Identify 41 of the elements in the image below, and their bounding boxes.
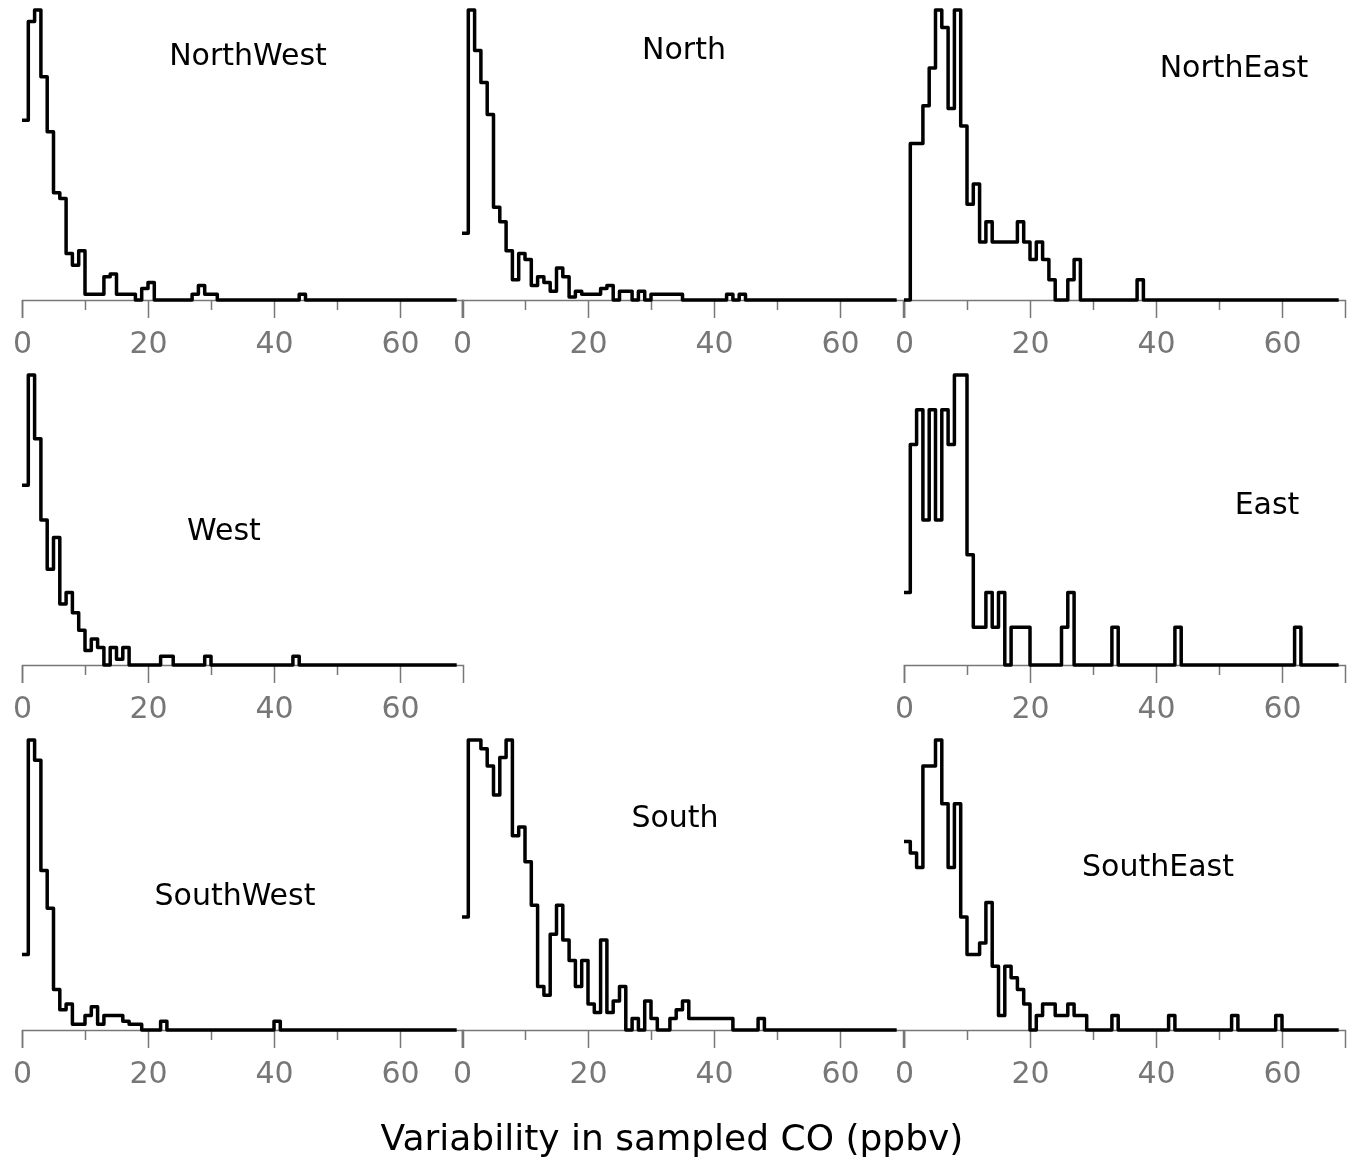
x-tick-label: 60 <box>381 690 420 726</box>
x-tick-label: 60 <box>821 325 860 361</box>
text: North <box>642 31 726 67</box>
x-axis-title: Variability in sampled CO (ppbv) <box>380 1117 964 1158</box>
text: East <box>1234 486 1300 522</box>
x-tick-label: 20 <box>129 690 168 726</box>
x-tick-label: 0 <box>452 1055 473 1091</box>
text: NorthWest <box>169 37 328 73</box>
x-tick-label: 60 <box>1263 325 1302 361</box>
x-tick-label: 60 <box>381 1055 420 1091</box>
x-tick-label: 0 <box>12 690 33 726</box>
x-tick-label: 40 <box>255 1055 294 1091</box>
x-tick-label: 0 <box>12 1055 33 1091</box>
text: West <box>187 512 262 548</box>
x-tick-label: 40 <box>255 690 294 726</box>
x-tick-label: 0 <box>12 325 33 361</box>
x-tick-label: 20 <box>129 1055 168 1091</box>
x-tick-label: 40 <box>1137 690 1176 726</box>
text: South <box>631 799 719 834</box>
x-tick-label: 40 <box>695 325 734 361</box>
text: SouthEast <box>1082 848 1235 884</box>
x-tick-label: 60 <box>1263 690 1302 726</box>
x-tick-label: 20 <box>129 325 168 361</box>
text: NorthEast <box>1159 48 1309 84</box>
x-tick-label: 40 <box>1137 1055 1176 1091</box>
x-tick-label: 40 <box>695 1055 734 1091</box>
x-tick-label: 20 <box>1011 690 1050 726</box>
x-tick-label: 60 <box>381 325 420 361</box>
x-tick-label: 60 <box>1263 1055 1302 1091</box>
x-tick-label: 60 <box>821 1055 860 1091</box>
x-tick-label: 40 <box>1137 325 1176 361</box>
text: SouthWest <box>154 877 316 913</box>
x-tick-label: 20 <box>569 325 608 361</box>
x-tick-label: 0 <box>452 325 473 361</box>
x-tick-label: 40 <box>255 325 294 361</box>
x-tick-label: 0 <box>894 690 915 726</box>
x-tick-label: 0 <box>894 325 915 361</box>
x-tick-label: 20 <box>569 1055 608 1091</box>
x-tick-label: 20 <box>1011 1055 1050 1091</box>
x-tick-label: 20 <box>1011 325 1050 361</box>
x-tick-label: 0 <box>894 1055 915 1091</box>
